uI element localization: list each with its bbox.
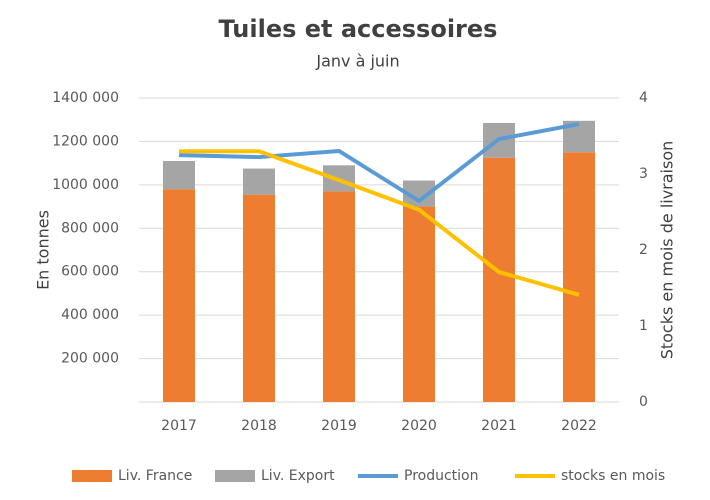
bar [163, 189, 195, 402]
legend-swatch [215, 470, 255, 482]
x-tick-label: 2018 [241, 418, 277, 434]
y-tick-label: 1400 000 [52, 90, 119, 106]
chart-subtitle: Janv à juin [315, 52, 399, 71]
bar [403, 206, 435, 402]
y-tick-label: 400 000 [61, 307, 119, 323]
bar [243, 168, 275, 195]
y-tick-label: 600 000 [61, 264, 119, 280]
y2-tick-label: 1 [639, 318, 648, 334]
y2-tick-label: 0 [639, 394, 648, 410]
y2-axis-label: Stocks en mois de livraison [658, 141, 677, 360]
legend-label: Production [404, 468, 478, 484]
y-tick-label: 800 000 [61, 220, 119, 236]
y2-tick-label: 3 [639, 166, 648, 182]
bar [243, 194, 275, 402]
bar [163, 160, 195, 190]
y2-tick-label: 4 [639, 90, 648, 106]
legend-label: stocks en mois [561, 468, 665, 484]
y-tick-label: 1200 000 [52, 133, 119, 149]
x-tick-label: 2021 [481, 418, 517, 434]
x-tick-label: 2022 [561, 418, 597, 434]
legend-swatch [72, 470, 112, 482]
bar [483, 157, 515, 402]
chart-title: Tuiles et accessoires [219, 15, 498, 43]
line [178, 122, 580, 203]
x-tick-label: 2020 [401, 418, 437, 434]
y-tick-label: 200 000 [61, 351, 119, 367]
x-tick-label: 2019 [321, 418, 357, 434]
legend-label: Liv. France [118, 468, 192, 484]
bar [323, 191, 355, 402]
y-axis-label: En tonnes [34, 210, 53, 290]
bar [563, 152, 595, 402]
x-tick-label: 2017 [161, 418, 197, 434]
y2-tick-label: 2 [639, 242, 648, 258]
y-tick-label: 1000 000 [52, 177, 119, 193]
legend-label: Liv. Export [261, 468, 335, 484]
line [179, 149, 580, 297]
